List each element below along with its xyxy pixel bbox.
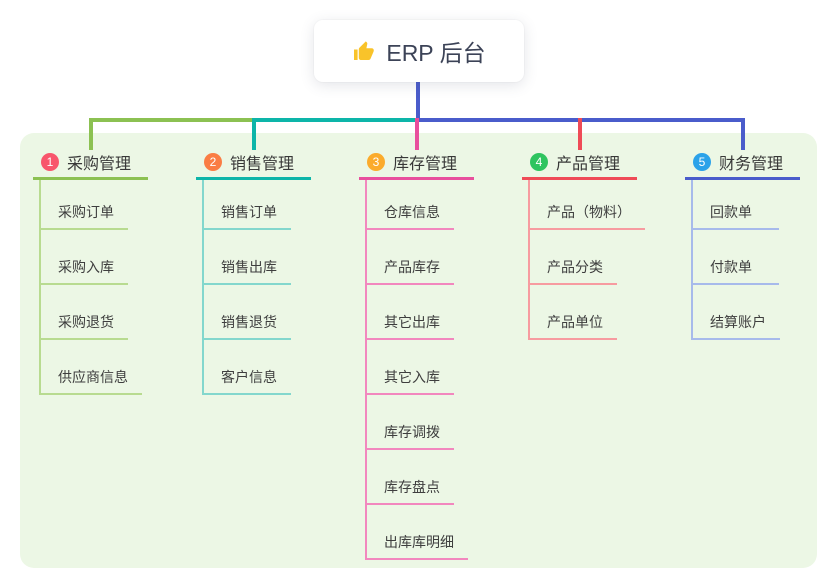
branch-1-title: 采购管理 (67, 155, 132, 173)
branch-5-drop-line (741, 118, 745, 150)
branch-5-title: 财务管理 (719, 155, 784, 173)
branch-1-badge: 1 (41, 152, 59, 171)
branch-2-header[interactable]: 2 销售管理 (196, 146, 311, 180)
child-node[interactable]: 客户信息 (202, 365, 291, 395)
child-node[interactable]: 其它出库 (365, 310, 454, 340)
branch-2-badge: 2 (204, 152, 222, 171)
branch-5-header[interactable]: 5 财务管理 (685, 146, 800, 180)
child-node[interactable]: 仓库信息 (365, 200, 454, 230)
child-node[interactable]: 其它入库 (365, 365, 454, 395)
child-node[interactable]: 采购退货 (39, 310, 128, 340)
child-node[interactable]: 结算账户 (691, 310, 780, 340)
branch-5-badge: 5 (693, 152, 711, 171)
root-node[interactable]: ERP 后台 (314, 20, 524, 82)
branch-2-title: 销售管理 (230, 155, 295, 173)
root-label: ERP 后台 (386, 40, 486, 66)
child-node[interactable]: 产品分类 (528, 255, 617, 285)
child-node[interactable]: 产品（物料） (528, 200, 645, 230)
child-node[interactable]: 库存盘点 (365, 475, 454, 505)
child-node[interactable]: 产品单位 (528, 310, 617, 340)
branch-4-badge: 4 (530, 152, 548, 171)
child-node[interactable]: 销售退货 (202, 310, 291, 340)
child-node[interactable]: 供应商信息 (39, 365, 142, 395)
branch-2-drop-line (252, 118, 256, 150)
branch-5-spine-line (691, 177, 693, 340)
mindmap-panel (20, 133, 817, 568)
branch-4-title: 产品管理 (556, 155, 621, 173)
child-node[interactable]: 库存调拨 (365, 420, 454, 450)
branch-3-header[interactable]: 3 库存管理 (359, 146, 474, 180)
branch-3-spine-line (365, 177, 367, 560)
branch-3-drop-line (415, 118, 419, 150)
branch-4-header[interactable]: 4 产品管理 (522, 146, 637, 180)
branch-4-drop-line (578, 118, 582, 150)
branch-4-spine-line (528, 177, 530, 340)
child-node[interactable]: 出库库明细 (365, 530, 468, 560)
child-node[interactable]: 销售订单 (202, 200, 291, 230)
child-node[interactable]: 付款单 (691, 255, 779, 285)
thumbs-up-icon (352, 39, 376, 63)
child-node[interactable]: 采购订单 (39, 200, 128, 230)
branch-2-spine-line (202, 177, 204, 395)
child-node[interactable]: 销售出库 (202, 255, 291, 285)
branch-1-header[interactable]: 1 采购管理 (33, 146, 148, 180)
bus-segment-2 (252, 118, 418, 122)
branch-3-title: 库存管理 (393, 155, 458, 173)
root-stem-line (416, 82, 420, 122)
branch-1-spine-line (39, 177, 41, 395)
branch-1-drop-line (89, 118, 93, 150)
child-node[interactable]: 产品库存 (365, 255, 454, 285)
bus-segment-1 (89, 118, 254, 122)
child-node[interactable]: 回款单 (691, 200, 779, 230)
child-node[interactable]: 采购入库 (39, 255, 128, 285)
branch-3-badge: 3 (367, 152, 385, 171)
